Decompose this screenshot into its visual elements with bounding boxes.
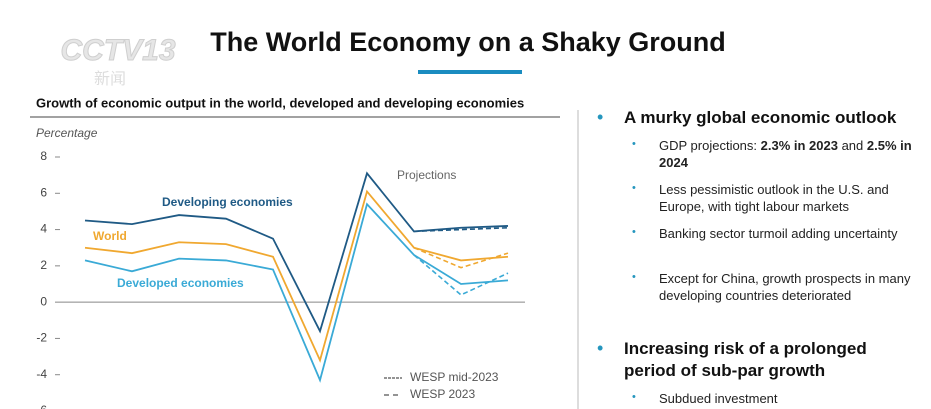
annotation: Projections: [397, 168, 456, 182]
text-run: Subdued investment: [659, 391, 778, 406]
y-tick-label: -4: [36, 367, 47, 381]
text-run: and: [837, 138, 867, 153]
text-run: Banking sector turmoil adding uncertaint…: [659, 226, 898, 241]
title-underline: [418, 70, 522, 74]
sub-bullet: •: [632, 138, 636, 150]
bullet-heading: Increasing risk of a prolonged period of…: [624, 339, 867, 380]
y-tick-label: 0: [40, 294, 47, 308]
bullet-heading: A murky global economic outlook: [624, 108, 897, 127]
series-label: Developed economies: [117, 276, 244, 290]
slide-title: The World Economy on a Shaky Ground: [210, 27, 726, 57]
sub-bullet-text: Less pessimistic outlook in the U.S. and…: [659, 181, 921, 215]
bullet: •: [597, 338, 604, 358]
y-tick-label: 8: [40, 149, 47, 163]
sub-bullet-text: GDP projections: 2.3% in 2023 and 2.5% i…: [659, 137, 921, 171]
series-line: [84, 202, 509, 383]
text-run: 2.5% in 2024: [659, 138, 912, 170]
sub-bullet: •: [632, 271, 636, 283]
logo-sub: 新闻: [94, 70, 126, 88]
y-tick-label: 2: [40, 258, 47, 272]
sub-bullet-text: Except for China, growth prospects in ma…: [659, 270, 921, 304]
y-tick-label: -6: [36, 403, 47, 409]
chart-title: Growth of economic output in the world, …: [36, 95, 524, 110]
sub-bullet-text: Banking sector turmoil adding uncertaint…: [659, 225, 921, 242]
sub-bullet: •: [632, 226, 636, 238]
text-run: Less pessimistic outlook in the U.S. and…: [659, 182, 889, 214]
series-label: World: [93, 229, 127, 243]
y-tick-label: -2: [36, 331, 47, 345]
y-tick-label: 4: [40, 222, 47, 236]
sub-bullet: •: [632, 391, 636, 403]
projection-line: [413, 254, 509, 296]
text-run: Except for China, growth prospects in ma…: [659, 271, 911, 303]
y-axis-label: Percentage: [36, 126, 98, 140]
text-run: GDP projections:: [659, 138, 761, 153]
sub-bullet-text: Subdued investment: [659, 390, 921, 407]
y-tick-label: 6: [40, 185, 47, 199]
legend-label: WESP 2023: [410, 387, 475, 401]
legend-label: WESP mid-2023: [410, 370, 499, 384]
series-label: Developing economies: [162, 195, 293, 209]
logo: CCTV13: [60, 34, 175, 67]
bullet: •: [597, 107, 604, 127]
series-line: [84, 171, 509, 334]
sub-bullet: •: [632, 182, 636, 194]
series-line: [84, 189, 509, 363]
text-run: 2.3% in 2023: [760, 138, 838, 153]
